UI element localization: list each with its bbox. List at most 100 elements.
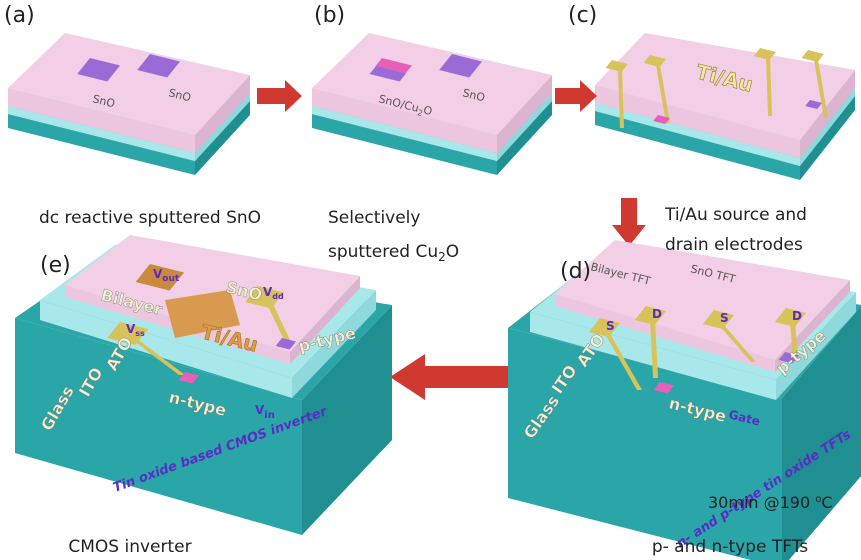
arrow <box>257 80 302 112</box>
voltage-label: Vss <box>126 322 145 338</box>
glass-layer-front <box>312 114 497 175</box>
ato-layer-side <box>497 75 552 153</box>
vdd-pad <box>245 286 284 309</box>
panel-label: (c) <box>568 3 597 28</box>
contact-label: S <box>606 319 615 333</box>
panel-label: (d) <box>560 259 591 284</box>
text: 30min @190 <box>708 493 815 512</box>
text: sputtered Cu <box>328 242 438 262</box>
sno-film <box>137 54 180 78</box>
glass-layer-front <box>8 114 195 175</box>
caption: drain electrodes <box>665 235 803 255</box>
channel <box>778 352 799 364</box>
channel <box>653 115 670 124</box>
ato-layer-side <box>290 276 360 364</box>
text: V <box>255 403 265 417</box>
ito-layer-side <box>800 88 855 166</box>
subscript: ss <box>135 329 145 338</box>
shapes <box>8 33 861 560</box>
electrode-line <box>130 338 185 375</box>
text: V <box>153 267 163 281</box>
caption: Ti/Au source and <box>664 205 807 225</box>
subscript: 2 <box>417 108 424 118</box>
subscript: dd <box>272 292 284 301</box>
caption: sputtered Cu2O <box>328 242 459 264</box>
voltage-label: Vdd <box>263 285 284 301</box>
anneal-label: 30min @190 oC <box>708 493 833 512</box>
ato-layer-top <box>312 33 552 135</box>
caption: dc reactive sputtered SnO <box>39 208 261 228</box>
electrode-line <box>656 65 670 123</box>
electrode-line <box>766 58 772 116</box>
text: O <box>446 242 459 262</box>
text: V <box>126 322 136 336</box>
output-electrode <box>165 290 240 338</box>
contact-label: S <box>720 311 729 325</box>
electrode-line <box>790 322 798 360</box>
film-label: SnO <box>167 86 192 104</box>
film-label: SnO <box>461 86 486 104</box>
caption: Selectively <box>328 208 420 228</box>
ato-layer-front <box>595 85 800 158</box>
ito-layer-side <box>776 292 856 400</box>
arrow <box>390 354 515 400</box>
glass-layer-front <box>508 328 782 560</box>
ato-layer-side <box>800 70 855 158</box>
contact-pad <box>702 310 734 329</box>
electrode-pad <box>753 48 776 60</box>
glass-layer-side <box>497 101 552 175</box>
subscript: out <box>162 274 180 284</box>
ato-layer-front <box>8 88 195 153</box>
voltage-label: Vout <box>153 267 180 284</box>
arrow <box>555 80 597 112</box>
ito-layer-side <box>497 93 552 161</box>
vss-pad <box>107 322 148 345</box>
ito-layer-front <box>40 300 292 398</box>
electrode-line <box>650 320 658 378</box>
electrode-line <box>266 302 290 340</box>
glass-layer-front <box>595 111 800 180</box>
ito-layer-front <box>8 106 195 161</box>
caption: CMOS inverter <box>68 537 191 557</box>
ato-layer-top <box>8 33 250 135</box>
ito-layer-front <box>312 106 497 161</box>
text: V <box>263 285 273 299</box>
ito-layer-front <box>595 103 800 166</box>
panel-label: (b) <box>314 3 345 28</box>
electrode-line <box>718 324 756 362</box>
voltage-label: Vin <box>255 403 275 421</box>
panel-label: (a) <box>4 3 35 28</box>
ato-layer-side <box>195 75 250 153</box>
superscript: o <box>815 494 821 505</box>
vout-pad <box>135 264 184 291</box>
contact-pad <box>634 306 666 325</box>
electrode-pad <box>643 55 666 67</box>
channel <box>653 382 674 394</box>
electrode-line <box>814 60 828 118</box>
film-label: SnO <box>91 92 116 110</box>
sno-film <box>369 66 406 82</box>
contact-pad <box>774 308 806 327</box>
text: C <box>821 493 832 512</box>
glass-layer-side <box>800 96 855 180</box>
cu2o-film <box>375 58 412 74</box>
glass-layer-side <box>302 305 392 535</box>
electrode-pad <box>801 50 824 62</box>
contact-label: D <box>792 309 802 323</box>
ato-layer-front <box>312 88 497 153</box>
ato-layer-top <box>555 240 850 360</box>
electrode-line <box>604 332 642 390</box>
text: O <box>422 103 434 118</box>
subscript: 2 <box>438 250 446 264</box>
panel-label: (e) <box>40 253 71 278</box>
glass-layer-side <box>195 101 250 175</box>
caption: p- and n-type TFTs <box>652 537 808 557</box>
glass-layer-front <box>15 318 302 535</box>
sno-film <box>439 54 482 78</box>
channel <box>805 100 822 109</box>
glass-layer-side <box>782 306 861 560</box>
channel <box>178 372 199 384</box>
ato-layer-front <box>555 294 775 372</box>
ito-layer-side <box>292 290 376 398</box>
